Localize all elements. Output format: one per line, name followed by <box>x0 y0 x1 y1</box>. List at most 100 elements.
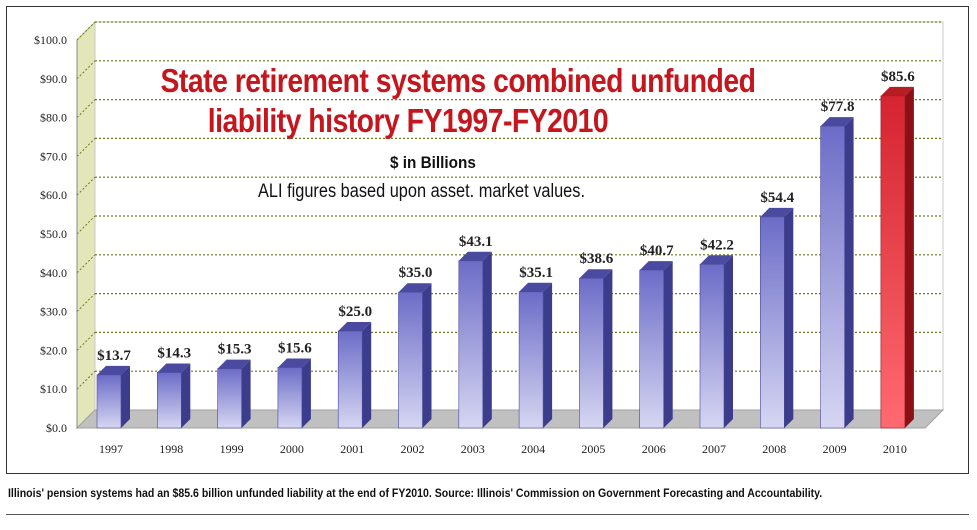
bar-top <box>398 283 432 293</box>
bar-top <box>217 359 251 369</box>
bar <box>458 251 492 429</box>
bar-front <box>217 368 242 429</box>
y-tick-label: $70.0 <box>40 149 67 163</box>
data-label: $35.0 <box>399 265 433 281</box>
chart-subtitle: $ in Billions <box>390 153 476 172</box>
y-tick-label: $40.0 <box>40 266 67 280</box>
bar-top <box>519 282 553 292</box>
bar-side <box>904 86 914 428</box>
gridline-wall <box>76 21 96 41</box>
data-label: $43.1 <box>459 234 493 250</box>
x-tick-label: 2010 <box>883 442 907 456</box>
y-tick-label: $30.0 <box>40 305 67 319</box>
gridline-wall <box>76 254 96 274</box>
bar-side <box>482 251 492 428</box>
x-tick-label: 2008 <box>762 442 786 456</box>
chart-title-line-2: liability history FY1997-FY2010 <box>207 102 609 139</box>
x-tick-label: 1999 <box>220 442 244 456</box>
gridline-wall <box>76 60 96 80</box>
gridline-wall <box>76 370 96 390</box>
x-tick-label: 2007 <box>702 442 726 456</box>
bar-side <box>422 283 432 428</box>
bar-front <box>699 263 725 429</box>
bar-top <box>700 255 733 265</box>
divider <box>6 514 969 515</box>
bar <box>518 282 553 429</box>
chart-floor <box>75 409 945 429</box>
bar <box>96 365 130 429</box>
chart-title-line-1: State retirement systems combined unfund… <box>160 62 756 99</box>
x-tick-label: 2006 <box>642 442 666 456</box>
bar <box>759 207 794 429</box>
bar <box>880 86 914 429</box>
bar <box>820 117 854 429</box>
data-label: $42.2 <box>700 237 734 253</box>
x-tick-label: 2009 <box>823 442 847 456</box>
x-tick-label: 2000 <box>280 442 304 456</box>
bar-top <box>97 365 130 375</box>
bar-front <box>518 291 544 429</box>
bar-top <box>760 207 794 217</box>
bar-front <box>337 330 363 429</box>
bar-top <box>820 117 854 127</box>
bar-front <box>277 367 303 429</box>
y-tick-label: $60.0 <box>40 188 67 202</box>
y-tick-label: $10.0 <box>40 382 67 396</box>
bar-side <box>543 282 553 428</box>
bar-top <box>880 86 914 96</box>
bar-front <box>880 95 906 429</box>
x-tick-label: 2002 <box>401 442 425 456</box>
bar-front <box>96 374 122 429</box>
data-label: $15.3 <box>218 342 252 358</box>
bar-top <box>277 358 311 368</box>
bar-side <box>784 207 794 428</box>
data-label: $35.1 <box>519 265 553 281</box>
gridline-wall <box>76 293 96 312</box>
bar-front <box>458 260 484 429</box>
gridline-wall <box>76 99 96 118</box>
bar-top <box>579 269 613 279</box>
bar-front <box>639 269 665 429</box>
y-tick-label: $80.0 <box>40 111 67 125</box>
data-label: $15.6 <box>278 340 312 356</box>
bar-side <box>844 117 854 429</box>
bar-side <box>362 322 372 428</box>
data-label: $14.3 <box>157 346 191 362</box>
bar <box>579 269 613 429</box>
data-label: $54.4 <box>760 190 794 206</box>
bar <box>699 255 733 429</box>
bar-chart: $0.0 $10.0 $20.0 $30.0 $40.0 $50.0 $60.0 $70.0 $… <box>34 20 945 456</box>
bar <box>337 322 372 429</box>
bar-side <box>241 359 251 428</box>
x-tick-label: 2001 <box>340 442 364 456</box>
x-tick-label: 1997 <box>99 442 123 456</box>
data-label: $85.6 <box>881 69 915 85</box>
data-label: $40.7 <box>640 243 674 259</box>
data-label: $13.7 <box>97 348 131 364</box>
bar-side <box>121 365 130 428</box>
y-tick-label: $100.0 <box>34 33 67 47</box>
bar-top <box>458 251 492 261</box>
y-tick-label: $50.0 <box>40 227 67 241</box>
bar-side <box>301 358 311 428</box>
bar <box>217 359 251 429</box>
bar-side <box>724 255 733 428</box>
bar-front <box>579 277 604 429</box>
gridline-wall <box>76 215 96 235</box>
y-tick-label: $90.0 <box>40 72 67 86</box>
bar-front <box>398 291 423 429</box>
bar-side <box>603 269 613 428</box>
x-tick-label: 1998 <box>159 442 183 456</box>
bar-top <box>338 322 372 331</box>
bar <box>398 283 432 429</box>
bar-front <box>820 125 845 429</box>
bar-front <box>157 372 182 429</box>
bar <box>639 261 673 429</box>
bar-front <box>759 216 785 429</box>
chart-note: ALI figures based upon asset. market val… <box>258 181 585 202</box>
bar-side <box>663 261 673 428</box>
figure-caption: Illinois' pension systems had an $85.6 b… <box>8 486 823 500</box>
bar-top <box>157 363 191 373</box>
y-tick-label: $0.0 <box>46 421 67 435</box>
bar-side <box>181 363 191 428</box>
